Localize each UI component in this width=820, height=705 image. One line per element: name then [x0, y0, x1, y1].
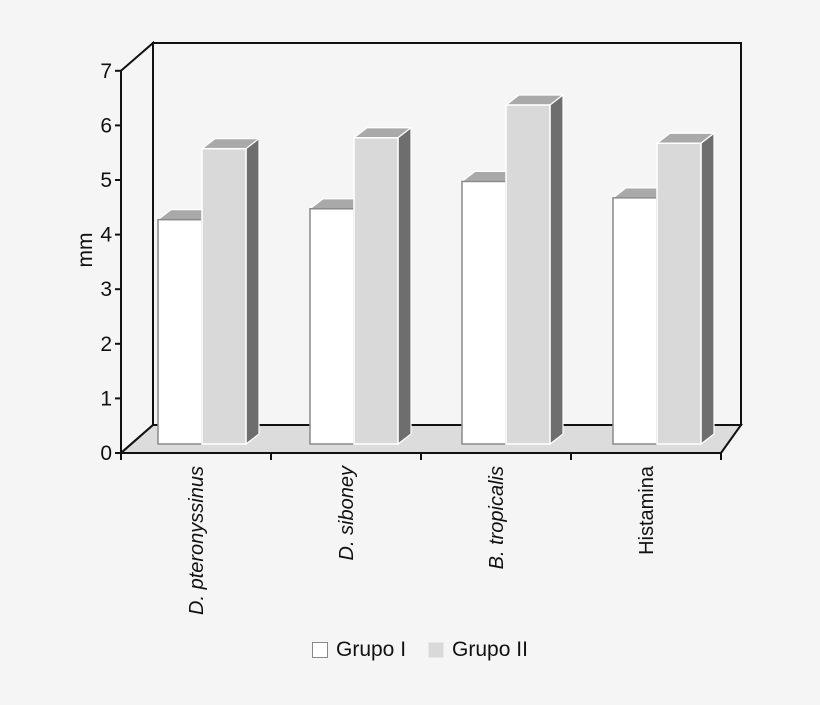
bar-side-face [549, 93, 564, 446]
bar-side-face [245, 137, 260, 446]
x-axis-category-labels: D. pteronyssinus D. siboney B. tropicalis H… [186, 465, 658, 615]
legend-label: Grupo II [452, 638, 528, 661]
bar-grupo-ii [504, 93, 565, 446]
bar-grupo-ii [655, 132, 716, 446]
bar-front-face [612, 197, 658, 445]
y-axis-title: mm [74, 233, 97, 268]
y-axis-tick-labels: 0 1 2 3 4 5 6 7 [100, 60, 112, 465]
x-category-label: D. pteronyssinus [186, 466, 208, 615]
legend-swatch-grupo-i [312, 642, 328, 658]
bar-front-face [309, 208, 355, 445]
y-tick-label: 7 [100, 60, 112, 83]
bars [156, 93, 716, 446]
bar-side-face [397, 126, 412, 446]
legend-item-grupo-ii: Grupo II [428, 638, 528, 662]
x-category-label: B. tropicalis [486, 466, 508, 569]
y-tick-label: 1 [100, 387, 112, 410]
bar-front-face [353, 137, 399, 445]
y-tick-label: 0 [100, 442, 112, 465]
x-category-label: Histamina [636, 465, 658, 555]
bar-grupo-ii [352, 126, 413, 446]
y-tick-label: 2 [100, 333, 112, 356]
legend: Grupo I Grupo II [312, 638, 550, 662]
bar-front-face [461, 180, 507, 445]
bar-grupo-ii [200, 137, 261, 446]
y-tick-label: 4 [100, 224, 112, 247]
side-wall [120, 40, 154, 456]
y-tick-label: 6 [100, 114, 112, 137]
x-category-label: D. siboney [336, 465, 358, 560]
axes [115, 69, 722, 460]
y-tick-label: 5 [100, 169, 112, 192]
legend-label: Grupo I [336, 638, 407, 661]
bar-front-face [656, 142, 702, 445]
bar-front-face [505, 104, 551, 445]
legend-swatch-grupo-ii [428, 642, 445, 658]
y-tick-label: 3 [100, 278, 112, 301]
bar-front-face [157, 218, 203, 445]
bar-front-face [201, 147, 247, 445]
legend-item-grupo-i: Grupo I [312, 638, 406, 662]
bar-side-face [700, 132, 715, 446]
